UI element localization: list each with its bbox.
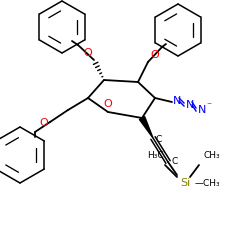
Text: O: O [104, 99, 112, 109]
Text: N: N [198, 105, 206, 115]
Text: O: O [150, 50, 159, 60]
Text: N: N [173, 96, 182, 106]
Polygon shape [139, 116, 153, 138]
Text: C: C [156, 134, 162, 143]
Text: O: O [39, 118, 48, 128]
Text: C: C [171, 156, 177, 166]
Text: Si: Si [180, 178, 190, 188]
Text: N: N [186, 100, 194, 110]
Text: ⁻: ⁻ [206, 101, 211, 111]
Text: H₃C: H₃C [147, 150, 163, 160]
Text: —CH₃: —CH₃ [195, 178, 221, 188]
Text: O: O [83, 48, 92, 58]
Text: CH₃: CH₃ [203, 150, 220, 160]
